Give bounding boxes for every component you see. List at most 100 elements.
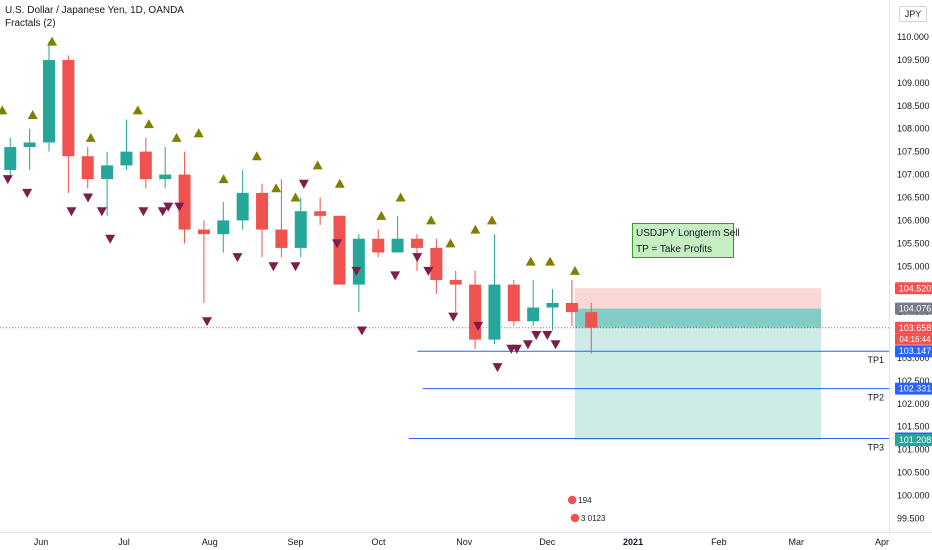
fractal-down-marker — [2, 175, 13, 185]
fractal-down-marker — [96, 207, 107, 217]
fractal-down-marker — [268, 262, 279, 272]
fractal-up-marker — [47, 36, 58, 46]
fractal-down-marker — [522, 340, 533, 350]
fractal-down-marker — [174, 202, 185, 212]
fractal-down-marker — [412, 253, 423, 263]
candle-body — [333, 215, 346, 285]
fractal-up-marker — [376, 210, 387, 220]
candle-body — [43, 59, 55, 143]
fractal-up-marker — [85, 132, 96, 142]
y-tick-label: 106.000 — [897, 215, 930, 225]
fractal-down-marker — [202, 317, 212, 327]
fractal-up-marker — [486, 215, 497, 225]
fractal-up-marker — [312, 160, 323, 170]
price-axis-label: 101.208 — [899, 435, 932, 445]
y-tick-label: 100.000 — [897, 491, 930, 501]
candle-body — [159, 174, 172, 180]
y-tick-label: 109.500 — [897, 55, 930, 65]
fractal-up-marker — [251, 151, 262, 161]
fractal-up-marker — [445, 238, 456, 248]
x-tick-label: Jun — [34, 537, 49, 547]
currency-button[interactable]: JPY — [899, 6, 927, 22]
countdown-label-bg — [895, 333, 932, 345]
x-tick-label: Dec — [539, 537, 556, 547]
candle-body — [178, 174, 191, 230]
price-axis-label-bg — [895, 321, 932, 334]
candle-body — [546, 302, 559, 308]
candle-body — [565, 302, 578, 313]
fractal-up-marker — [193, 128, 204, 138]
price-axis-label: 104.520 — [899, 283, 932, 293]
indicator-label: Fractals (2) — [5, 18, 56, 29]
candle-body — [410, 238, 423, 248]
tp-label: TP1 — [867, 355, 884, 365]
candle-body — [23, 142, 36, 148]
event-label: 194 — [578, 496, 592, 505]
fractal-down-marker — [390, 271, 401, 281]
x-tick-label: Feb — [711, 537, 727, 547]
x-tick-label: 2021 — [623, 537, 643, 547]
price-axis-label-bg — [895, 302, 932, 315]
fractal-up-marker — [545, 256, 556, 266]
fractal-down-marker — [542, 331, 553, 341]
x-tick-label: Apr — [875, 537, 889, 547]
trade-note: USDJPY Longterm Sell TP = Take Profits — [632, 223, 740, 258]
candle-body — [391, 238, 404, 253]
y-tick-label: 108.500 — [897, 101, 930, 111]
fractal-down-marker — [492, 363, 503, 373]
price-axis-label-bg — [895, 282, 932, 295]
y-tick-label: 99.500 — [897, 513, 925, 523]
x-tick-label: Nov — [456, 537, 473, 547]
y-tick-label: 107.500 — [897, 147, 930, 157]
fractal-up-marker — [218, 174, 229, 184]
candle-body — [352, 238, 365, 285]
symbol-title: U.S. Dollar / Japanese Yen, 1D, OANDA — [5, 5, 184, 16]
candle-body — [81, 156, 94, 180]
fractal-up-marker — [143, 119, 154, 129]
price-axis-label: 103.658 — [899, 323, 932, 333]
candle-body — [488, 284, 501, 340]
x-tick-label: Sep — [288, 537, 304, 547]
fractal-up-marker — [271, 183, 282, 193]
x-tick-label: Mar — [789, 537, 805, 547]
y-tick-label: 110.000 — [897, 32, 929, 42]
candle-body — [275, 229, 288, 248]
fractal-down-marker — [332, 239, 343, 249]
candle-body — [236, 192, 249, 221]
price-axis-label-bg — [895, 345, 932, 358]
y-tick-label: 108.000 — [897, 124, 930, 134]
fractal-down-marker — [22, 188, 33, 198]
candle-body — [449, 280, 462, 285]
fractal-up-marker — [525, 256, 536, 266]
fractal-up-marker — [569, 265, 580, 275]
y-tick-label: 107.000 — [897, 170, 930, 180]
fractal-down-marker — [351, 266, 362, 276]
fractal-down-marker — [473, 321, 484, 331]
fractal-down-marker — [105, 234, 116, 244]
fractal-down-marker — [163, 202, 174, 212]
event-label: 3 0123 — [581, 514, 606, 523]
candle-body — [507, 284, 520, 322]
tp-label: TP2 — [867, 393, 884, 403]
candle-body — [527, 307, 540, 322]
fractal-up-marker — [0, 105, 8, 115]
fractal-down-marker — [66, 207, 77, 217]
candle-body — [294, 211, 307, 248]
candle-body — [372, 238, 385, 253]
event-marker-icon — [569, 512, 581, 524]
fractal-down-marker — [232, 253, 243, 263]
price-axis-label: 104.076 — [899, 304, 932, 314]
fractal-down-marker — [356, 326, 367, 336]
candle-body — [139, 151, 152, 180]
fractal-down-marker — [83, 193, 94, 203]
fractal-down-marker — [531, 331, 542, 341]
trade-note-title: USDJPY Longterm Sell — [636, 228, 740, 239]
candle-body — [256, 192, 269, 230]
fractal-down-marker — [511, 344, 522, 354]
candle-body — [217, 220, 230, 235]
fractal-up-marker — [171, 132, 182, 142]
candle-body — [101, 165, 114, 180]
y-tick-label: 100.500 — [897, 468, 930, 478]
candle-body — [4, 147, 17, 170]
